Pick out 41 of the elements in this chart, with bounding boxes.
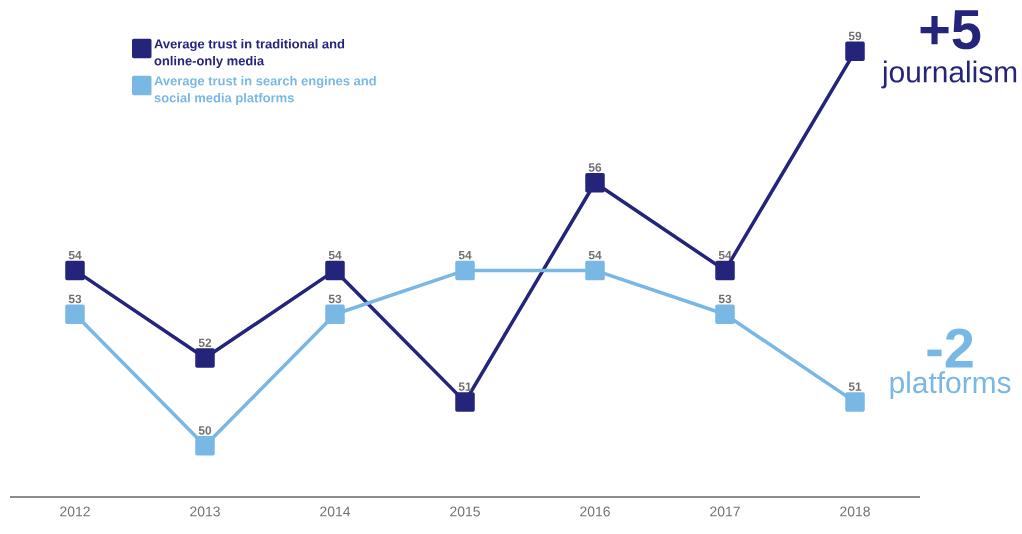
- legend-label: Average trust in search engines and social media platforms: [154, 75, 376, 105]
- x-tick-label: 2015: [450, 506, 480, 517]
- point: [585, 173, 605, 193]
- point: [195, 348, 215, 368]
- point: [845, 41, 865, 62]
- data-label: 52: [198, 338, 212, 347]
- point: [455, 260, 475, 281]
- x-tick-label: 2012: [60, 506, 90, 517]
- point: [845, 392, 865, 412]
- data-label: 53: [328, 294, 342, 304]
- data-label: 54: [588, 251, 602, 260]
- annotation: platforms: [890, 371, 1011, 400]
- data-label: 53: [68, 294, 82, 304]
- data-label: 53: [718, 294, 732, 304]
- text: -2: [927, 328, 973, 368]
- data-label: 54: [458, 251, 472, 260]
- data-label: 54: [328, 251, 342, 260]
- text: +5: [920, 10, 981, 50]
- data-label: 50: [198, 426, 212, 435]
- point: [195, 435, 215, 456]
- annotation: journalism: [881, 60, 1017, 89]
- point: [715, 304, 735, 324]
- data-label: 56: [588, 163, 602, 172]
- data-label: 51: [458, 382, 472, 391]
- point: [65, 260, 85, 281]
- data-label: 51: [848, 382, 862, 391]
- point: [715, 260, 735, 281]
- point: [325, 304, 345, 324]
- data-label: 54: [68, 251, 82, 260]
- point: [65, 304, 85, 324]
- data-label: 54: [718, 251, 732, 260]
- x-tick-label: 2013: [190, 506, 220, 517]
- x-tick-label: 2018: [840, 506, 870, 517]
- data-label: 59: [848, 31, 862, 41]
- x-tick-label: 2017: [710, 506, 740, 517]
- x-tick-label: 2014: [320, 506, 351, 517]
- point: [455, 392, 475, 412]
- point: [325, 260, 345, 281]
- point: [585, 260, 605, 281]
- legend-label: Average trust in traditional and online-only media: [154, 38, 345, 68]
- x-tick-label: 2016: [580, 506, 610, 517]
